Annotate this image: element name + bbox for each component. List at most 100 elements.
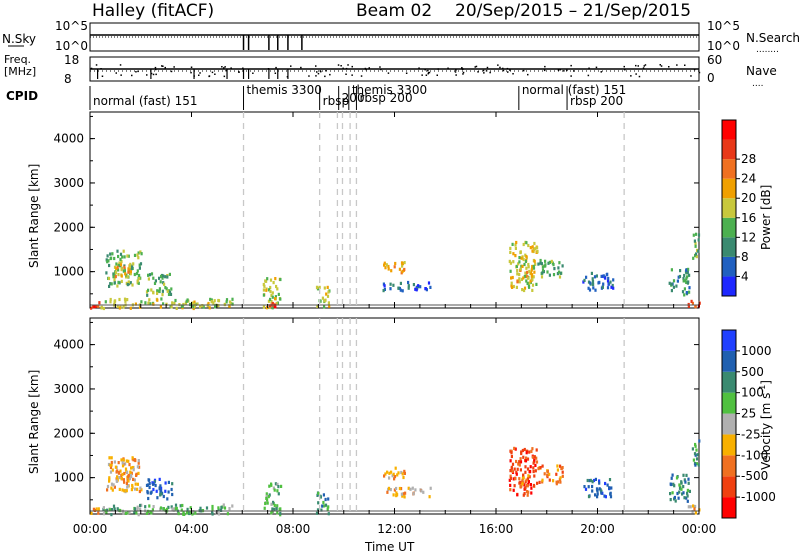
- data-cell: [277, 485, 280, 489]
- dashed-lines: [242, 112, 625, 514]
- nave-point: [137, 70, 139, 73]
- data-cell: [317, 501, 320, 505]
- data-cell: [211, 510, 214, 515]
- data-cell: [113, 460, 116, 464]
- data-cell: [163, 282, 166, 286]
- data-cell: [110, 486, 113, 490]
- data-cell: [530, 449, 533, 453]
- y-tick-label: 3000: [53, 382, 84, 396]
- data-cell: [687, 267, 690, 271]
- data-cell: [535, 460, 539, 464]
- data-cell: [316, 285, 319, 289]
- data-cell: [403, 267, 406, 272]
- data-cell: [604, 276, 607, 280]
- data-cell: [694, 463, 697, 467]
- data-cell: [152, 276, 155, 280]
- data-cell: [694, 304, 697, 308]
- data-cell: [128, 477, 131, 481]
- data-cell: [110, 282, 113, 286]
- data-cell: [137, 251, 140, 255]
- data-cell: [595, 487, 599, 491]
- data-cell: [524, 259, 527, 263]
- data-cell: [122, 511, 125, 515]
- data-cell: [521, 288, 524, 292]
- data-cell: [523, 483, 526, 487]
- nave-point: [152, 73, 155, 76]
- data-cell: [600, 491, 603, 495]
- data-cell: [140, 488, 143, 492]
- nave-point: [418, 67, 420, 69]
- nave-point: [161, 65, 163, 67]
- data-cell: [137, 471, 140, 475]
- data-cell: [92, 305, 95, 309]
- nave-point: [290, 65, 292, 67]
- data-cell: [128, 265, 131, 269]
- data-cell: [154, 483, 157, 488]
- data-cell: [588, 288, 592, 292]
- data-cell: [113, 272, 116, 277]
- data-cell: [166, 497, 169, 501]
- data-cell: [527, 480, 530, 484]
- nave-point: [630, 75, 632, 77]
- data-cell: [323, 286, 326, 290]
- data-cell: [682, 277, 685, 281]
- nave-point: [345, 73, 347, 75]
- data-cell: [411, 486, 414, 490]
- data-cell: [592, 286, 595, 290]
- data-cell: [420, 489, 423, 493]
- data-cell: [698, 301, 701, 305]
- data-cell: [151, 508, 154, 512]
- data-cell: [316, 508, 320, 512]
- data-cell: [518, 277, 521, 281]
- data-cell: [174, 298, 177, 303]
- data-cell: [156, 289, 159, 293]
- data-cell: [387, 264, 390, 269]
- data-cell: [559, 271, 562, 275]
- nave-point: [623, 65, 625, 68]
- data-cell: [315, 511, 319, 515]
- data-cell: [276, 489, 279, 493]
- data-cell: [113, 278, 116, 282]
- nave-point: [224, 66, 226, 68]
- data-cell: [693, 507, 696, 511]
- colorbar-swatch: [722, 217, 736, 238]
- data-cell: [116, 475, 119, 479]
- data-cell: [606, 279, 610, 283]
- data-cell: [137, 256, 140, 260]
- data-cell: [110, 460, 113, 465]
- data-cell: [541, 480, 544, 484]
- data-cell: [670, 482, 673, 487]
- data-cell: [675, 284, 678, 288]
- data-cell: [193, 300, 196, 304]
- data-cell: [127, 254, 130, 258]
- data-cell: [686, 494, 689, 498]
- data-cell: [266, 277, 269, 281]
- colorbar-tick-label: 24: [741, 172, 756, 186]
- data-cell: [120, 476, 123, 481]
- data-cell: [394, 466, 397, 470]
- data-cell: [113, 507, 116, 511]
- data-cell: [610, 285, 613, 289]
- data-cell: [688, 273, 691, 277]
- data-cell: [130, 475, 133, 479]
- data-cell: [685, 473, 688, 477]
- data-cell: [133, 510, 136, 514]
- data-cell: [164, 275, 167, 279]
- data-cell: [117, 254, 120, 259]
- data-cell: [559, 480, 562, 484]
- data-cell: [127, 479, 130, 483]
- data-cell: [515, 472, 518, 476]
- data-cell: [113, 280, 116, 284]
- data-cell: [684, 270, 688, 274]
- data-cell: [108, 456, 111, 460]
- data-cell: [608, 486, 611, 490]
- nave-point: [286, 76, 289, 78]
- data-cell: [396, 493, 399, 497]
- data-cell: [262, 305, 265, 309]
- data-cell: [105, 258, 108, 262]
- data-cell: [512, 477, 515, 481]
- nave-point: [509, 69, 511, 71]
- data-cell: [274, 277, 277, 281]
- data-cell: [275, 284, 278, 289]
